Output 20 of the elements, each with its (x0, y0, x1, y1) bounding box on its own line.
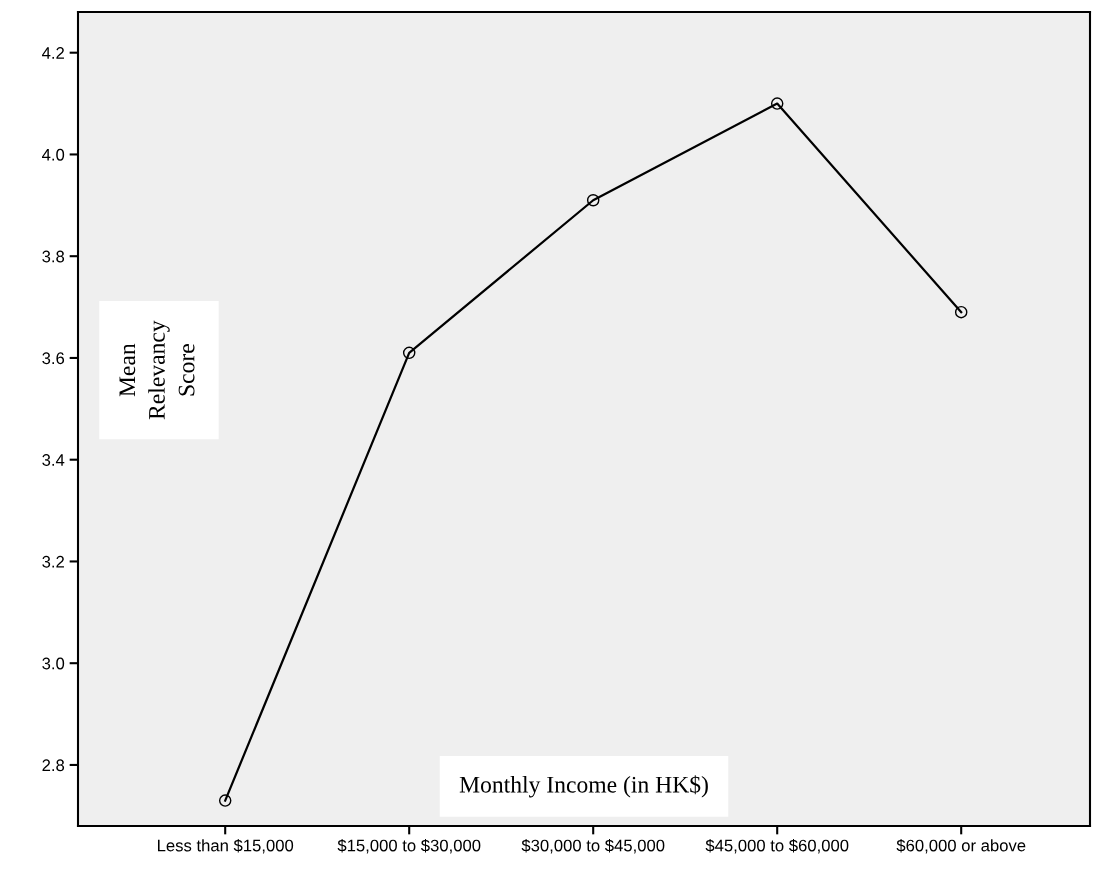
x-tick-label: Less than $15,000 (158, 838, 294, 854)
y-tick-label: 3.8 (42, 250, 65, 263)
point (586, 193, 600, 207)
y-tick-label: 4.0 (42, 148, 65, 161)
point (402, 346, 416, 360)
point (954, 305, 968, 319)
y-tick-label: 3.4 (42, 454, 65, 466)
x-tick-label: $30,000 to $45,000 (521, 838, 665, 854)
x-tick-label: $45,000 to $60,000 (705, 838, 849, 854)
y-axis-title: Mean Relevancy Score (119, 320, 195, 420)
x-tick-label: $60,000 or above (896, 838, 1026, 854)
x-axis-title: Monthly Income (in HK$) (459, 775, 708, 798)
x-tick-label: $15,000 to $30,000 (337, 838, 481, 854)
point (770, 97, 784, 110)
y-tick-label: 3.2 (42, 555, 64, 568)
y-tick-label: 3.6 (42, 352, 65, 365)
y-tick-label: 4.2 (42, 47, 64, 59)
y-tick-label: 2.8 (42, 759, 65, 772)
y-tick-label: 3.0 (42, 657, 65, 670)
point (218, 794, 232, 807)
